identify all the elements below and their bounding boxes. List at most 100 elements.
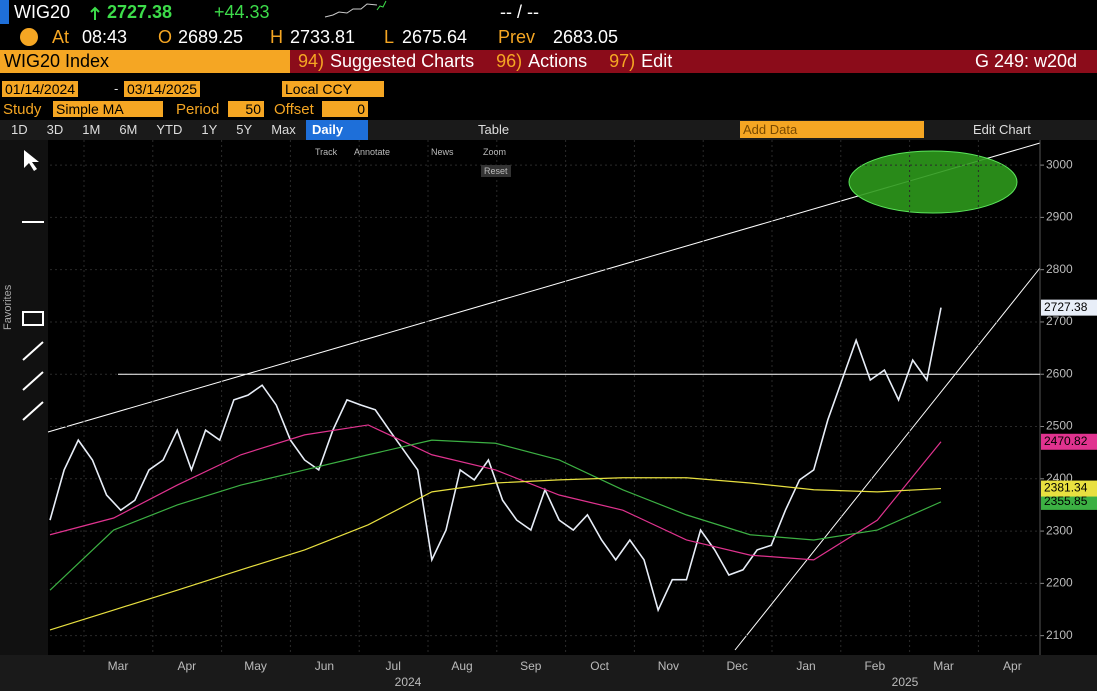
frequency[interactable]: Daily [312, 122, 344, 137]
last-value-label: 2355.85 [1044, 494, 1088, 508]
segment-tool[interactable] [22, 341, 44, 361]
label: H [270, 27, 283, 47]
x-tick-label: Jan [796, 659, 815, 673]
sidebar-label: Favorites [2, 284, 14, 330]
edit-chart[interactable]: Edit Chart [973, 122, 1031, 137]
chart-tool[interactable]: Annotate [354, 147, 391, 157]
price-line [49, 307, 942, 613]
label: Study [3, 101, 42, 118]
range-button[interactable]: YTD [156, 122, 183, 137]
trend-line [734, 267, 1041, 651]
end-date[interactable]: 03/14/2025 [124, 81, 201, 97]
ticker-marker [0, 0, 9, 24]
x-tick-label: Jun [315, 659, 334, 673]
sparkline-up [376, 0, 387, 11]
menu: 94) Suggested Charts 96) Actions 97) Edit [298, 51, 672, 72]
y-tick-label: 2500 [1046, 419, 1073, 433]
menu-item[interactable]: 96) Actions [496, 51, 587, 72]
chart-tool[interactable]: News [431, 147, 454, 157]
range-button[interactable]: 1Y [201, 122, 218, 137]
y-tick-label: 2700 [1046, 314, 1073, 328]
y-tick-label: 2200 [1046, 576, 1073, 590]
range-button[interactable]: 5Y [236, 122, 253, 137]
menu-number: 96) [496, 51, 523, 71]
label: At [52, 27, 70, 47]
study[interactable]: Simple MA [53, 101, 163, 117]
channel-tool[interactable] [22, 401, 44, 421]
label: Prev [498, 27, 536, 47]
last-value-label: 2470.82 [1044, 434, 1088, 448]
rect-tool[interactable] [22, 311, 44, 326]
label: L [384, 27, 395, 47]
menu-label: Edit [641, 51, 673, 71]
offset[interactable]: 0 [322, 101, 368, 117]
x-tick-label: Oct [590, 659, 609, 673]
x-tick-label: May [244, 659, 267, 673]
y-tick-label: 2100 [1046, 628, 1073, 642]
value: 2733.81 [290, 27, 356, 47]
y-tick-label: 2900 [1046, 210, 1073, 224]
x-tick-label: Mar [108, 659, 129, 673]
x-tick-label: Aug [451, 659, 472, 673]
frequency-button[interactable] [306, 120, 368, 140]
menu-item[interactable]: 94) Suggested Charts [298, 51, 474, 72]
currency[interactable]: Local CCY [282, 81, 384, 97]
value: 08:43 [82, 27, 128, 47]
x-tick-label: Apr [177, 659, 196, 673]
last-value-tag [1041, 480, 1097, 497]
security[interactable]: WIG20 Index [4, 51, 110, 71]
y-tick-label: 2600 [1046, 366, 1073, 380]
x-tick-label: Jul [386, 659, 401, 673]
value: 2683.05 [553, 27, 619, 47]
range-button[interactable]: 1M [82, 122, 101, 137]
change: +44.33 [214, 2, 270, 22]
x-tick-label: Sep [520, 659, 542, 673]
last-value-tag [1041, 493, 1097, 510]
ticker: WIG20 [14, 2, 71, 22]
range-button[interactable]: 1D [11, 122, 28, 137]
range-button[interactable]: 3D [46, 122, 64, 137]
last-price: 2727.38 [107, 2, 173, 22]
sidebar-bg [0, 140, 48, 655]
range-buttons: 1D 3D 1M 6M YTD 1Y 5Y Max [11, 122, 296, 137]
x-axis-bg [0, 655, 1097, 691]
bid-ask: -- / -- [500, 2, 539, 22]
chart-tool[interactable]: Track [315, 147, 338, 157]
add-data[interactable]: Add Data [743, 122, 798, 137]
chart-tool[interactable]: Reset [481, 165, 511, 177]
x-year-label: 2024 [395, 675, 422, 689]
x-tick-label: Nov [658, 659, 679, 673]
menu-number: 97) [609, 51, 636, 71]
range-button[interactable]: Max [271, 122, 296, 137]
period[interactable]: 50 [228, 101, 264, 117]
x-tick-label: Feb [864, 659, 885, 673]
function-code: G 249: w20d [975, 51, 1078, 71]
last-value-label: 2381.34 [1044, 481, 1088, 495]
range-button[interactable]: 6M [119, 122, 138, 137]
x-tick-label: Dec [727, 659, 748, 673]
last-value-label: 2727.38 [1044, 300, 1088, 314]
moving-average [49, 439, 942, 591]
label: Period [176, 101, 220, 118]
ray-tool[interactable] [22, 371, 44, 391]
add-data-field[interactable] [740, 121, 924, 138]
start-date[interactable]: 01/14/2024 [2, 81, 79, 97]
menu-item[interactable]: 97) Edit [609, 51, 672, 72]
menu-label: Suggested Charts [330, 51, 475, 71]
value: 2689.25 [178, 27, 244, 47]
security-field [0, 50, 290, 73]
moving-average [49, 424, 942, 561]
label: O [158, 27, 173, 47]
separator: - [114, 81, 119, 96]
chart-tool[interactable]: Zoom [483, 147, 507, 157]
gauge-icon [20, 28, 38, 46]
y-tick-label: 2800 [1046, 262, 1073, 276]
table-button[interactable]: Table [478, 122, 510, 137]
sparkline [324, 3, 378, 18]
pointer-tool[interactable] [24, 150, 39, 171]
menu-label: Actions [528, 51, 588, 71]
x-tick-label: Mar [933, 659, 954, 673]
moving-average [49, 477, 942, 631]
